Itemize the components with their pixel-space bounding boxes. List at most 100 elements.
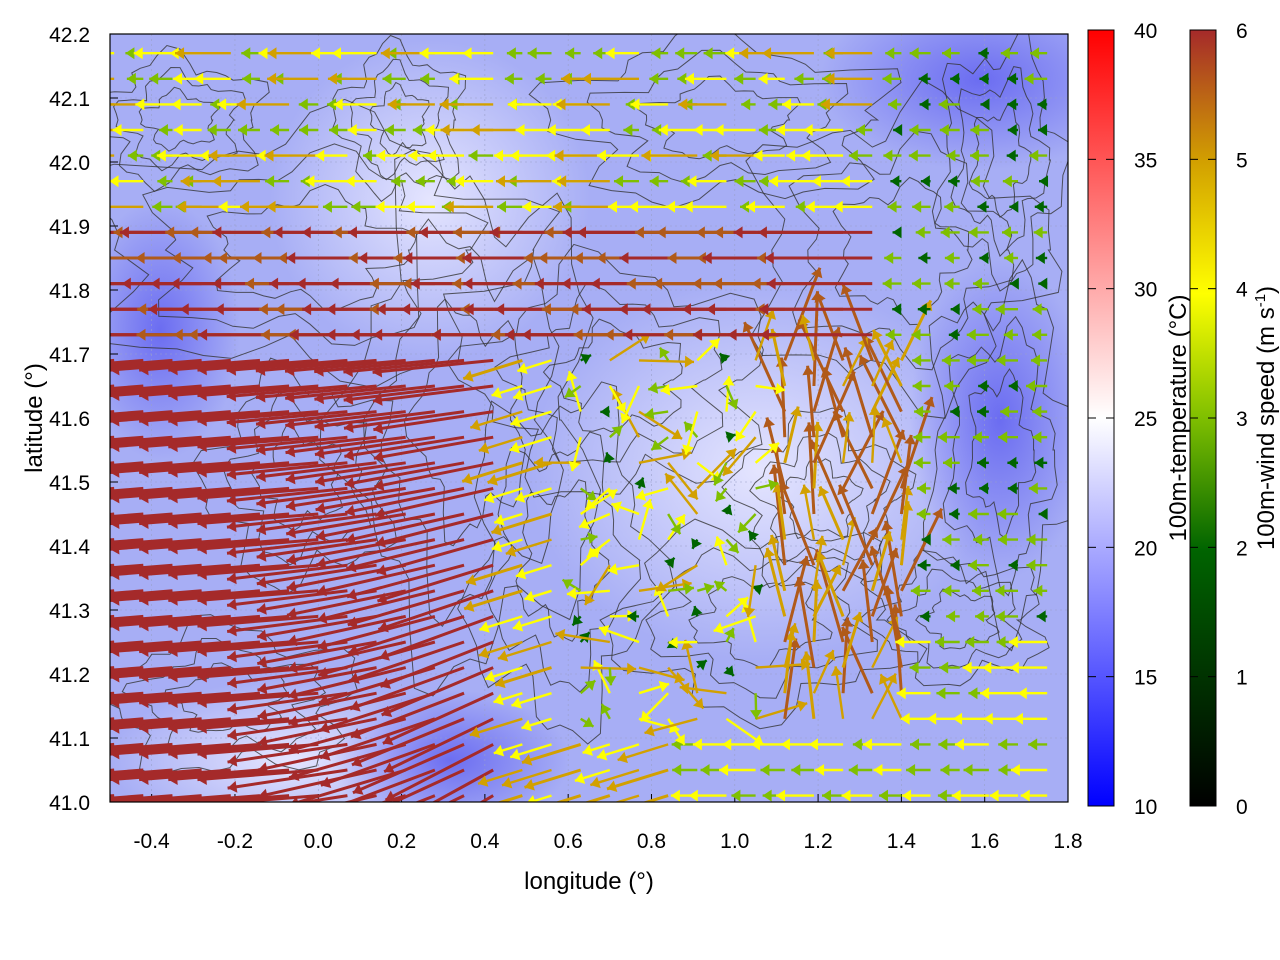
wind-arrow	[257, 691, 377, 719]
wind-arrow-head	[87, 201, 96, 213]
wind-arrow-head	[794, 72, 804, 85]
wind-arrow-head	[23, 696, 32, 708]
wind-arrow-head	[197, 747, 207, 760]
wind-arrow-head	[52, 252, 61, 264]
wind-arrow-head	[23, 773, 32, 785]
wind-arrow	[378, 614, 494, 660]
wind-arrow-head	[226, 520, 237, 533]
x-tick-label: 1.4	[887, 830, 917, 853]
wind-arrow	[257, 717, 377, 745]
wind-arrow-head	[776, 789, 786, 802]
x-tick-label: 1.0	[720, 830, 749, 853]
wind-arrow	[110, 358, 144, 365]
wind-arrow-head	[332, 226, 342, 239]
wind-arrow-head	[119, 226, 129, 239]
wind-arrow-head	[916, 482, 926, 495]
wind-arrow-head	[871, 329, 883, 341]
wind-arrow-head	[590, 776, 601, 789]
wind-arrow-head	[759, 303, 769, 316]
wind-arrow-head	[784, 631, 797, 641]
wind-arrow-head	[0, 252, 3, 264]
wind-arrow-head	[692, 738, 702, 751]
wind-arrow-head	[168, 388, 178, 401]
wind-arrow	[161, 794, 261, 802]
wind-arrow	[110, 512, 173, 521]
wind-arrow-head	[0, 568, 3, 580]
wind-arrow-head	[148, 303, 158, 316]
wind-arrow-head	[998, 431, 1008, 444]
wind-arrow-head	[228, 807, 238, 819]
wind-arrow-head	[380, 677, 392, 689]
wind-arrow	[197, 666, 319, 679]
wind-arrow-head	[966, 354, 976, 367]
wind-arrow-head	[820, 98, 830, 111]
wind-arrow-head	[740, 200, 750, 213]
wind-arrow-head	[670, 523, 681, 535]
wind-arrow	[352, 743, 465, 795]
wind-arrow-head	[484, 491, 495, 504]
wind-arrow-head	[350, 328, 360, 341]
wind-arrow-head	[257, 735, 268, 748]
wind-arrow	[580, 666, 637, 671]
wind-arrow-head	[139, 465, 149, 478]
wind-arrow-head	[387, 98, 397, 111]
wind-arrow-head	[256, 496, 267, 509]
wind-arrow	[110, 358, 231, 372]
wind-arrow-head	[939, 661, 949, 674]
wind-arrow-head	[1032, 431, 1042, 444]
wind-arrow	[110, 614, 231, 628]
wind-arrow-head	[168, 593, 178, 606]
wind-arrow-head	[227, 728, 238, 741]
wind-arrow	[841, 626, 874, 694]
wind-arrow-head	[23, 491, 32, 503]
terrain-contour	[950, 66, 1052, 258]
wind-arrow-head	[354, 812, 365, 823]
wind-arrow	[314, 384, 436, 401]
wind-arrow	[465, 563, 523, 585]
wind-arrow-head	[691, 606, 703, 617]
wind-arrow-head	[455, 175, 465, 188]
wind-arrow-head	[226, 441, 237, 454]
wind-arrow	[317, 640, 436, 677]
wind-arrow-head	[344, 476, 355, 489]
wind-arrow-head	[431, 328, 441, 341]
wind-arrow-head	[723, 665, 734, 676]
wind-arrow-head	[671, 428, 683, 440]
wind-arrow-head	[285, 499, 296, 512]
wind-arrow	[642, 794, 669, 802]
wind-arrow-head	[23, 645, 32, 657]
wind-arrow-head	[52, 517, 61, 529]
wind-arrow-head	[702, 252, 712, 264]
wind-arrow-head	[909, 47, 919, 60]
wind-arrow-head	[168, 568, 178, 581]
wind-arrow	[256, 512, 377, 533]
wind-arrow	[812, 291, 820, 387]
wind-arrow-head	[708, 338, 720, 350]
wind-arrow-head	[652, 124, 662, 136]
wind-arrow	[139, 691, 261, 705]
wind-arrow-head	[81, 517, 90, 529]
wind-arrow	[227, 666, 348, 686]
wind-arrow-head	[619, 252, 629, 264]
wind-arrow-head	[1034, 200, 1044, 213]
wind-arrow-head	[157, 175, 167, 188]
wind-arrow-head	[596, 252, 606, 264]
y-tick-labels: 41.0 41.1 41.2 41.3 41.4 41.5 41.6 41.7 41.8 41.9…	[49, 24, 90, 815]
wind-arrow-head	[977, 456, 987, 469]
wind-arrow-head	[802, 365, 815, 376]
wind-arrow-head	[139, 721, 149, 734]
wind-arrow-head	[916, 508, 926, 520]
wind-arrow-head	[912, 277, 922, 290]
wind-arrow-head	[0, 491, 3, 503]
wind-arrow-head	[868, 406, 881, 416]
wind-arrow	[110, 512, 144, 519]
wind-arrow-head	[139, 593, 149, 606]
wind-arrow-head	[314, 392, 325, 405]
wind-arrow-head	[882, 277, 892, 290]
wind-arrow-head	[885, 47, 895, 60]
wind-arrow	[469, 717, 523, 737]
wind-arrow-head	[734, 175, 744, 188]
wind-arrow-head	[173, 328, 183, 341]
wind-arrow	[285, 384, 406, 400]
wind-arrow-head	[1008, 636, 1018, 648]
